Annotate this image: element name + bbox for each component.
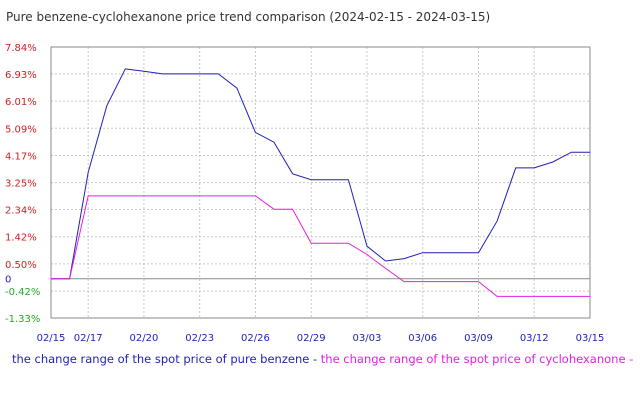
series-line-cyclohexanone	[51, 195, 590, 297]
x-axis-tick-labels: 02/15 02/17 02/20 02/23 02/26 02/29 03/03 03/06…	[37, 333, 605, 344]
x-tick-label: 03/12	[520, 333, 549, 344]
x-tick-label: 02/17	[74, 333, 103, 344]
y-tick-label: 0	[5, 275, 11, 286]
x-tick-label: 02/26	[241, 333, 270, 344]
y-tick-label: 1.42%	[5, 233, 37, 244]
y-tick-label: -1.33%	[5, 314, 40, 325]
x-tick-label: 03/03	[353, 333, 382, 344]
y-tick-label: 7.84%	[5, 43, 37, 54]
x-tick-label: 02/20	[130, 333, 159, 344]
series-lines	[51, 68, 590, 297]
series-line-pure-benzene	[51, 68, 590, 280]
x-tick-label: 03/15	[576, 333, 605, 344]
grid	[51, 46, 590, 319]
y-tick-label: 2.34%	[5, 206, 37, 217]
y-tick-label: -0.42%	[5, 287, 40, 298]
y-tick-label: 6.93%	[5, 70, 37, 81]
y-tick-label: 5.09%	[5, 124, 37, 135]
y-axis-tick-labels: -1.33% -0.42%0 0.50% 1.42% 2.34% 3.25% 4.17% 5.…	[5, 43, 40, 325]
x-tick-label: 03/06	[408, 333, 437, 344]
chart-title: Pure benzene-cyclohexanone price trend c…	[6, 10, 490, 24]
plot-frame	[50, 46, 591, 319]
y-tick-label: 4.17%	[5, 151, 37, 162]
y-tick-label: 6.01%	[5, 97, 37, 108]
x-tick-label: 02/29	[297, 333, 326, 344]
x-tick-label: 03/09	[464, 333, 493, 344]
x-tick-label: 02/15	[37, 333, 66, 344]
axes	[50, 46, 591, 319]
legend-entry-pure-benzene: the change range of the spot price of pu…	[12, 352, 309, 366]
legend-separator: -	[626, 352, 634, 366]
y-tick-label: 3.25%	[5, 179, 37, 190]
legend-entry-cyclohexanone: the change range of the spot price of cy…	[321, 352, 626, 366]
x-tick-label: 02/23	[185, 333, 214, 344]
legend: the change range of the spot price of pu…	[12, 352, 633, 366]
legend-separator: -	[309, 352, 320, 366]
y-tick-label: 0.50%	[5, 260, 37, 271]
